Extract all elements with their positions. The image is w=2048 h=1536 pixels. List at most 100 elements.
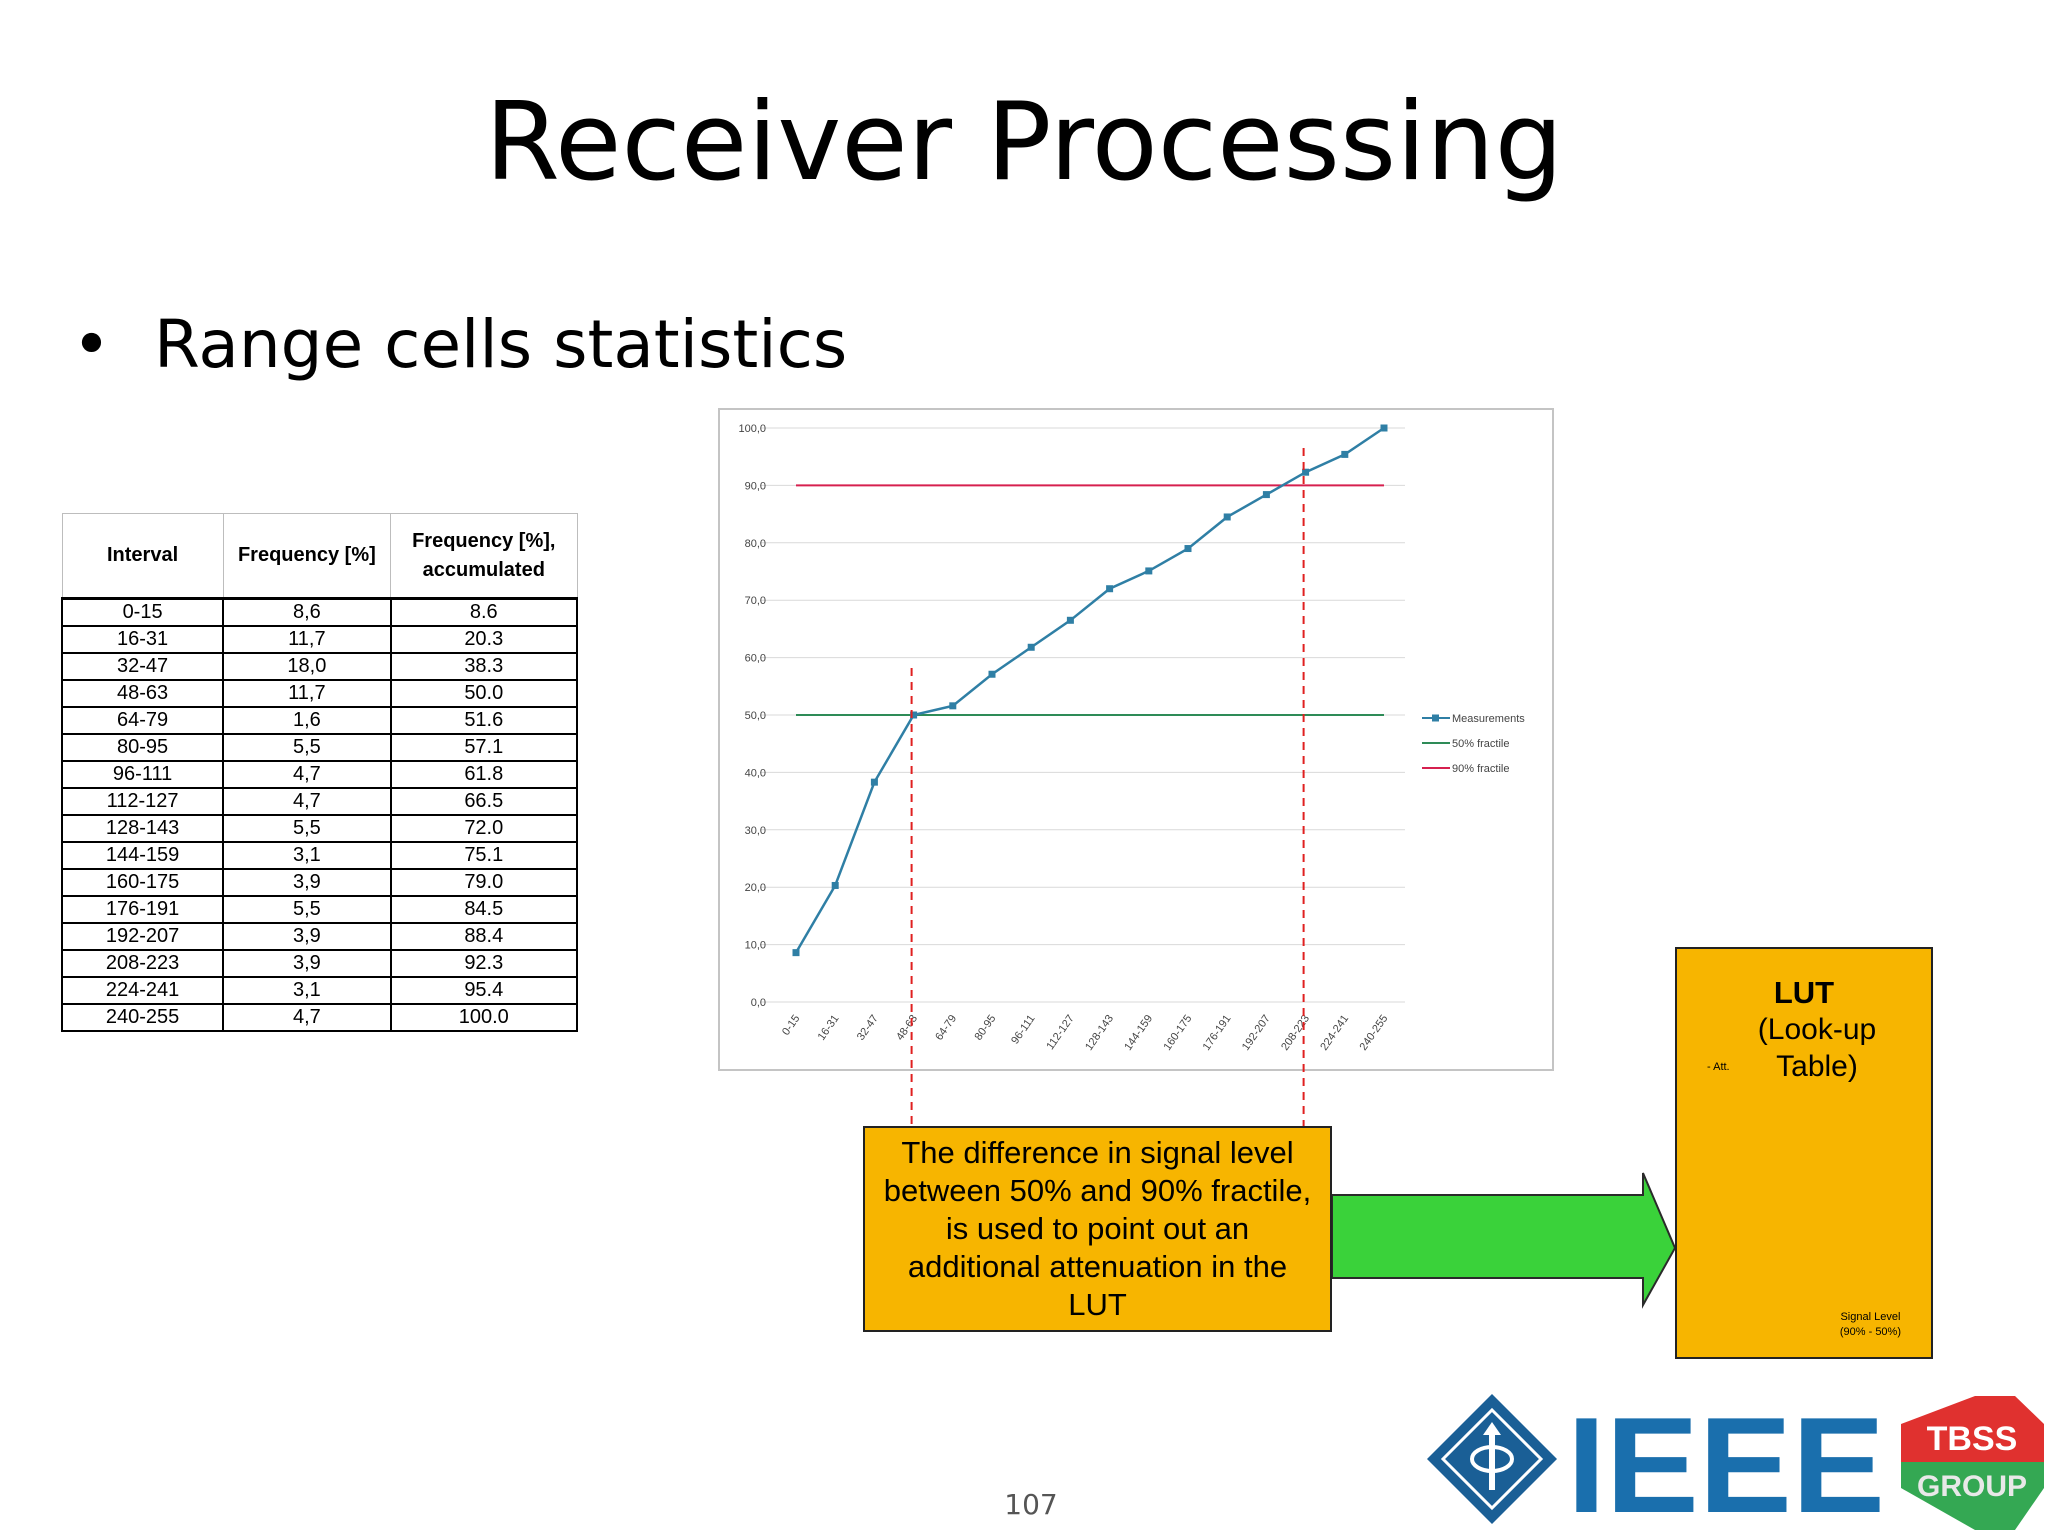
cell-accumulated: 57.1 [389, 733, 579, 762]
cell-interval: 176-191 [60, 895, 225, 924]
table-row: 176-191 5,5 84.5 [60, 895, 579, 924]
cell-frequency: 4,7 [222, 760, 392, 789]
measurement-point [1341, 450, 1349, 458]
y-tick-label: 20,0 [745, 882, 766, 894]
table-body: 0-15 8,6 8.6 16-31 11,7 20.3 32-47 18,0 38.3 48-6… [60, 597, 579, 1032]
table-row: 144-159 3,1 75.1 [60, 841, 579, 870]
table-row: 32-47 18,0 38.3 [60, 652, 579, 681]
slide-title: Receiver Processing [484, 80, 1564, 205]
measurement-point [1184, 545, 1192, 553]
measurement-point [1262, 491, 1270, 499]
table-row: 160-175 3,9 79.0 [60, 868, 579, 897]
table-row: 192-207 3,9 88.4 [60, 922, 579, 951]
measurement-point [1027, 643, 1035, 651]
callout-box: The difference in signal level between 5… [863, 1126, 1332, 1332]
cell-accumulated: 95.4 [389, 976, 579, 1005]
cell-interval: 32-47 [60, 652, 225, 681]
measurement-point [910, 711, 918, 719]
measurement-point [1145, 567, 1153, 575]
cell-frequency: 3,9 [222, 949, 392, 978]
cell-accumulated: 51.6 [389, 706, 579, 735]
y-tick-label: 0,0 [751, 997, 766, 1009]
table-row: 16-31 11,7 20.3 [60, 625, 579, 654]
table-row: 96-111 4,7 61.8 [60, 760, 579, 789]
measurements-line [794, 426, 1385, 954]
cell-frequency: 11,7 [222, 679, 392, 708]
cell-accumulated: 75.1 [389, 841, 579, 870]
cell-frequency: 5,5 [222, 814, 392, 843]
cell-frequency: 4,7 [222, 787, 392, 816]
page-number: 107 [1004, 1488, 1058, 1521]
cell-frequency: 3,1 [222, 976, 392, 1005]
cell-frequency: 3,1 [222, 841, 392, 870]
measurement-point [1380, 424, 1388, 432]
cell-frequency: 3,9 [222, 922, 392, 951]
table-row: 240-255 4,7 100.0 [60, 1003, 579, 1032]
header-frequency: Frequency [%] [222, 513, 391, 600]
legend-label: Measurements [1452, 713, 1525, 725]
green-arrow-icon [1331, 1172, 1677, 1309]
y-tick-label: 90,0 [745, 480, 766, 492]
cell-accumulated: 79.0 [389, 868, 579, 897]
measurement-point [1066, 616, 1074, 624]
header-accumulated-line1: Frequency [%], [412, 529, 556, 552]
header-interval: Interval [61, 513, 224, 600]
y-tick-label: 60,0 [745, 653, 766, 665]
legend-label: 50% fractile [1452, 738, 1509, 750]
measurement-point [1223, 513, 1231, 521]
measurement-point [870, 778, 878, 786]
lut-y-axis-label: - Att. [1707, 1061, 1730, 1073]
cell-accumulated: 20.3 [389, 625, 579, 654]
measurement-point [988, 670, 996, 678]
header-accumulated-line2: accumulated [422, 558, 545, 581]
cell-accumulated: 84.5 [389, 895, 579, 924]
cell-frequency: 4,7 [222, 1003, 392, 1032]
cell-frequency: 11,7 [222, 625, 392, 654]
measurement-point [792, 949, 800, 957]
y-tick-label: 70,0 [745, 595, 766, 607]
cell-interval: 80-95 [60, 733, 225, 762]
cell-accumulated: 100.0 [389, 1003, 579, 1032]
cell-interval: 240-255 [60, 1003, 225, 1032]
table-row: 80-95 5,5 57.1 [60, 733, 579, 762]
y-tick-label: 10,0 [745, 940, 766, 952]
lut-x-label-line1: Signal Level [1840, 1311, 1901, 1323]
header-frequency-accumulated: Frequency [%], accumulated [390, 513, 578, 600]
tbss-group-logo: TBSS GROUP [1897, 1390, 2048, 1536]
cell-accumulated: 61.8 [389, 760, 579, 789]
measurement-point [831, 881, 839, 889]
cell-interval: 48-63 [60, 679, 225, 708]
tbss-text: TBSS [1927, 1420, 2018, 1458]
cell-interval: 160-175 [60, 868, 225, 897]
lut-x-label-line2: (90% - 50%) [1839, 1326, 1901, 1338]
table-header-row: Interval Frequency [%] Frequency [%], ac… [61, 513, 578, 600]
lut-box: LUT (Look-up Table) - Att. Signal Level … [1675, 947, 1933, 1359]
table-row: 128-143 5,5 72.0 [60, 814, 579, 843]
line-chart: 0,0 10,0 20,0 30,0 40,0 50,0 60,0 70,0 80,0 90,0 1… [738, 423, 1525, 1053]
cell-interval: 64-79 [60, 706, 225, 735]
callout-text: The difference in signal level between 5… [883, 1135, 1312, 1322]
table-row: 64-79 1,6 51.6 [60, 706, 579, 735]
cell-frequency: 1,6 [222, 706, 392, 735]
table-row: 48-63 11,7 50.0 [60, 679, 579, 708]
stats-table: Interval Frequency [%] Frequency [%], ac… [60, 513, 579, 1032]
cell-interval: 16-31 [60, 625, 225, 654]
chart-frame: 0,0 10,0 20,0 30,0 40,0 50,0 60,0 70,0 80,0 90,0 1… [718, 408, 1554, 1071]
bullet-item: • Range cells statistics [72, 300, 847, 390]
cell-interval: 144-159 [60, 841, 225, 870]
y-tick-label: 80,0 [745, 538, 766, 550]
table-row: 224-241 3,1 95.4 [60, 976, 579, 1005]
lut-subtitle: (Look-up Table) [1757, 1013, 1877, 1083]
measurement-point [949, 702, 957, 710]
cell-interval: 208-223 [60, 949, 225, 978]
measurement-point [1106, 585, 1114, 593]
y-tick-label: 40,0 [745, 767, 766, 779]
y-tick-label: 100,0 [738, 423, 766, 435]
bullet-dot-icon: • [72, 306, 111, 383]
cell-frequency: 3,9 [222, 868, 392, 897]
cell-frequency: 5,5 [222, 733, 392, 762]
table-row: 112-127 4,7 66.5 [60, 787, 579, 816]
cell-accumulated: 88.4 [389, 922, 579, 951]
cell-accumulated: 50.0 [389, 679, 579, 708]
legend-marker [1432, 714, 1439, 722]
